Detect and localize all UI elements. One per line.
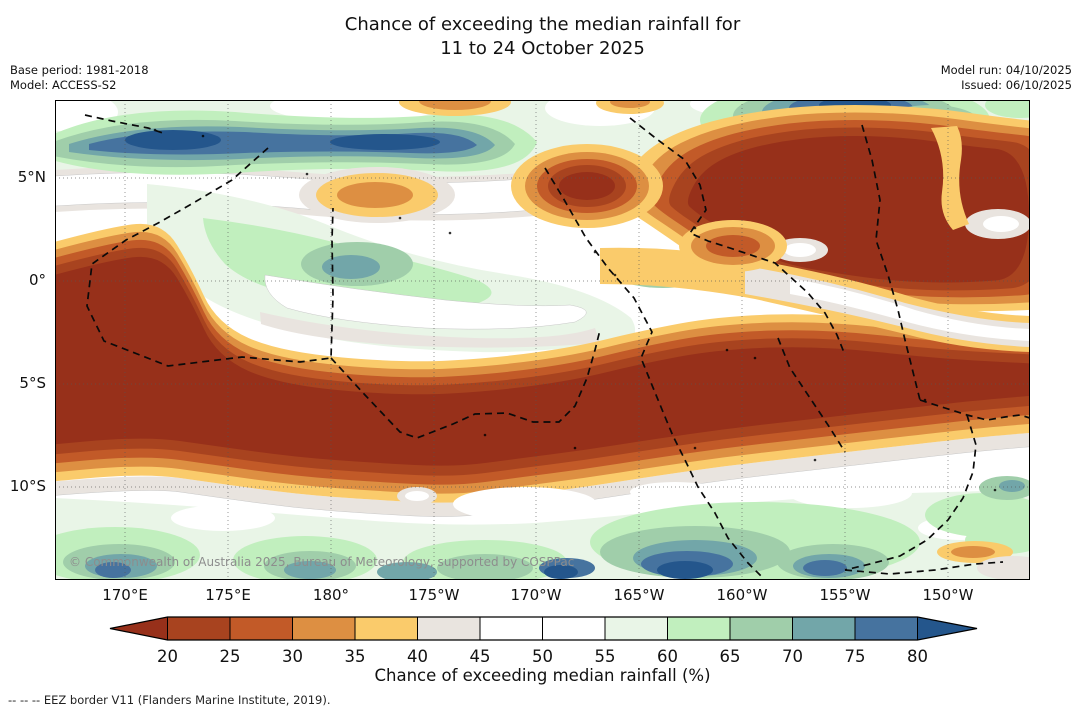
- island-dot: [725, 348, 729, 352]
- colorbar-label: Chance of exceeding median rainfall (%): [374, 666, 711, 685]
- model-run-text: Model run: 04/10/2025: [940, 63, 1072, 77]
- map-area: © Commonwealth of Australia 2025, Bureau…: [24, 80, 1085, 584]
- colorbar-tick-label: 55: [595, 647, 616, 666]
- colorbar-tick-label: 25: [220, 647, 241, 666]
- colorbar-segment: [730, 617, 793, 640]
- island-dot: [573, 446, 577, 450]
- colorbar-outline: [109, 616, 978, 641]
- contour-fill-south: [30, 476, 1049, 584]
- lon-tick-label: 170°E: [102, 586, 148, 604]
- model-name-text: Model: ACCESS-S2: [10, 78, 117, 92]
- island-dot: [448, 231, 452, 235]
- lat-tick-label: 10°S: [9, 477, 46, 495]
- colorbar-tick-label: 65: [720, 647, 741, 666]
- colorbar-segment: [230, 617, 293, 640]
- island-dot: [753, 356, 757, 360]
- island-dot: [613, 273, 617, 277]
- issued-text: Issued: 06/10/2025: [961, 78, 1072, 92]
- map-copyright: © Commonwealth of Australia 2025, Bureau…: [69, 555, 575, 569]
- rainfall-probability-map: [24, 80, 1085, 584]
- colorbar-segment: [480, 617, 543, 640]
- colorbar-tick-label: 60: [657, 647, 678, 666]
- title-line-2: 11 to 24 October 2025: [440, 38, 645, 59]
- colorbar-tick-label: 20: [157, 647, 178, 666]
- colorbar-segment: [855, 617, 918, 640]
- lat-tick-label: 5°S: [19, 374, 46, 392]
- colorbar-tick-label: 45: [470, 647, 491, 666]
- lon-tick-label: 150°W: [922, 586, 974, 604]
- lon-tick-label: 175°W: [408, 586, 460, 604]
- colorbar-tick-label: 40: [407, 647, 428, 666]
- eez-footnote: -- -- -- EEZ border V11 (Flanders Marine…: [8, 693, 331, 707]
- title-line-1: Chance of exceeding the median rainfall …: [344, 14, 741, 35]
- colorbar-segment: [605, 617, 668, 640]
- colorbar-tick-label: 70: [782, 647, 803, 666]
- colorbar-arrow-low: [110, 617, 168, 640]
- run-metadata: Model run: 04/10/2025 Issued: 06/10/2025: [941, 63, 1072, 93]
- island-dot: [305, 172, 309, 176]
- colorbar-tick-label: 75: [845, 647, 866, 666]
- colorbar-arrow-high: [917, 617, 977, 640]
- colorbar-tick-label: 35: [345, 647, 366, 666]
- contour-fill-channel: [299, 88, 1031, 352]
- island-dot: [693, 446, 697, 450]
- lon-tick-label: 180°: [312, 586, 350, 604]
- colorbar-segment: [542, 617, 605, 640]
- colorbar-segment: [792, 617, 855, 640]
- colorbar-tick-label: 30: [282, 647, 303, 666]
- colorbar-segment: [292, 617, 355, 640]
- lat-tick-label: 5°N: [17, 168, 46, 186]
- island-dot: [398, 216, 402, 220]
- colorbar-segment: [355, 617, 418, 640]
- colorbar-segment: [667, 617, 730, 640]
- lon-tick-label: 160°W: [716, 586, 768, 604]
- colorbar-tick-label: 80: [907, 647, 928, 666]
- colorbar-tick-label: 50: [532, 647, 553, 666]
- island-dot: [993, 488, 997, 492]
- island-dot: [483, 433, 487, 437]
- base-period-text: Base period: 1981-2018: [10, 63, 149, 77]
- lon-tick-label: 165°W: [613, 586, 665, 604]
- contour-band: [25, 256, 1065, 466]
- probability-colorbar: 20 25 30 35 40 45 50 55 60 65 70 75 80: [109, 616, 978, 666]
- island-dot: [201, 134, 205, 138]
- island-dot: [813, 458, 817, 462]
- eez-border-lines: [84, 114, 1031, 579]
- colorbar-segment: [417, 617, 480, 640]
- contour-band: [25, 430, 1065, 519]
- model-metadata: Base period: 1981-2018 Model: ACCESS-S2: [10, 63, 149, 93]
- lon-tick-label: 170°W: [510, 586, 562, 604]
- page-title: Chance of exceeding the median rainfall …: [55, 13, 1030, 61]
- lon-tick-label: 155°W: [819, 586, 871, 604]
- colorbar-segment: [167, 617, 230, 640]
- lat-tick-label: 0°: [28, 271, 46, 289]
- map-frame: [55, 100, 1030, 580]
- lon-tick-label: 175°E: [205, 586, 251, 604]
